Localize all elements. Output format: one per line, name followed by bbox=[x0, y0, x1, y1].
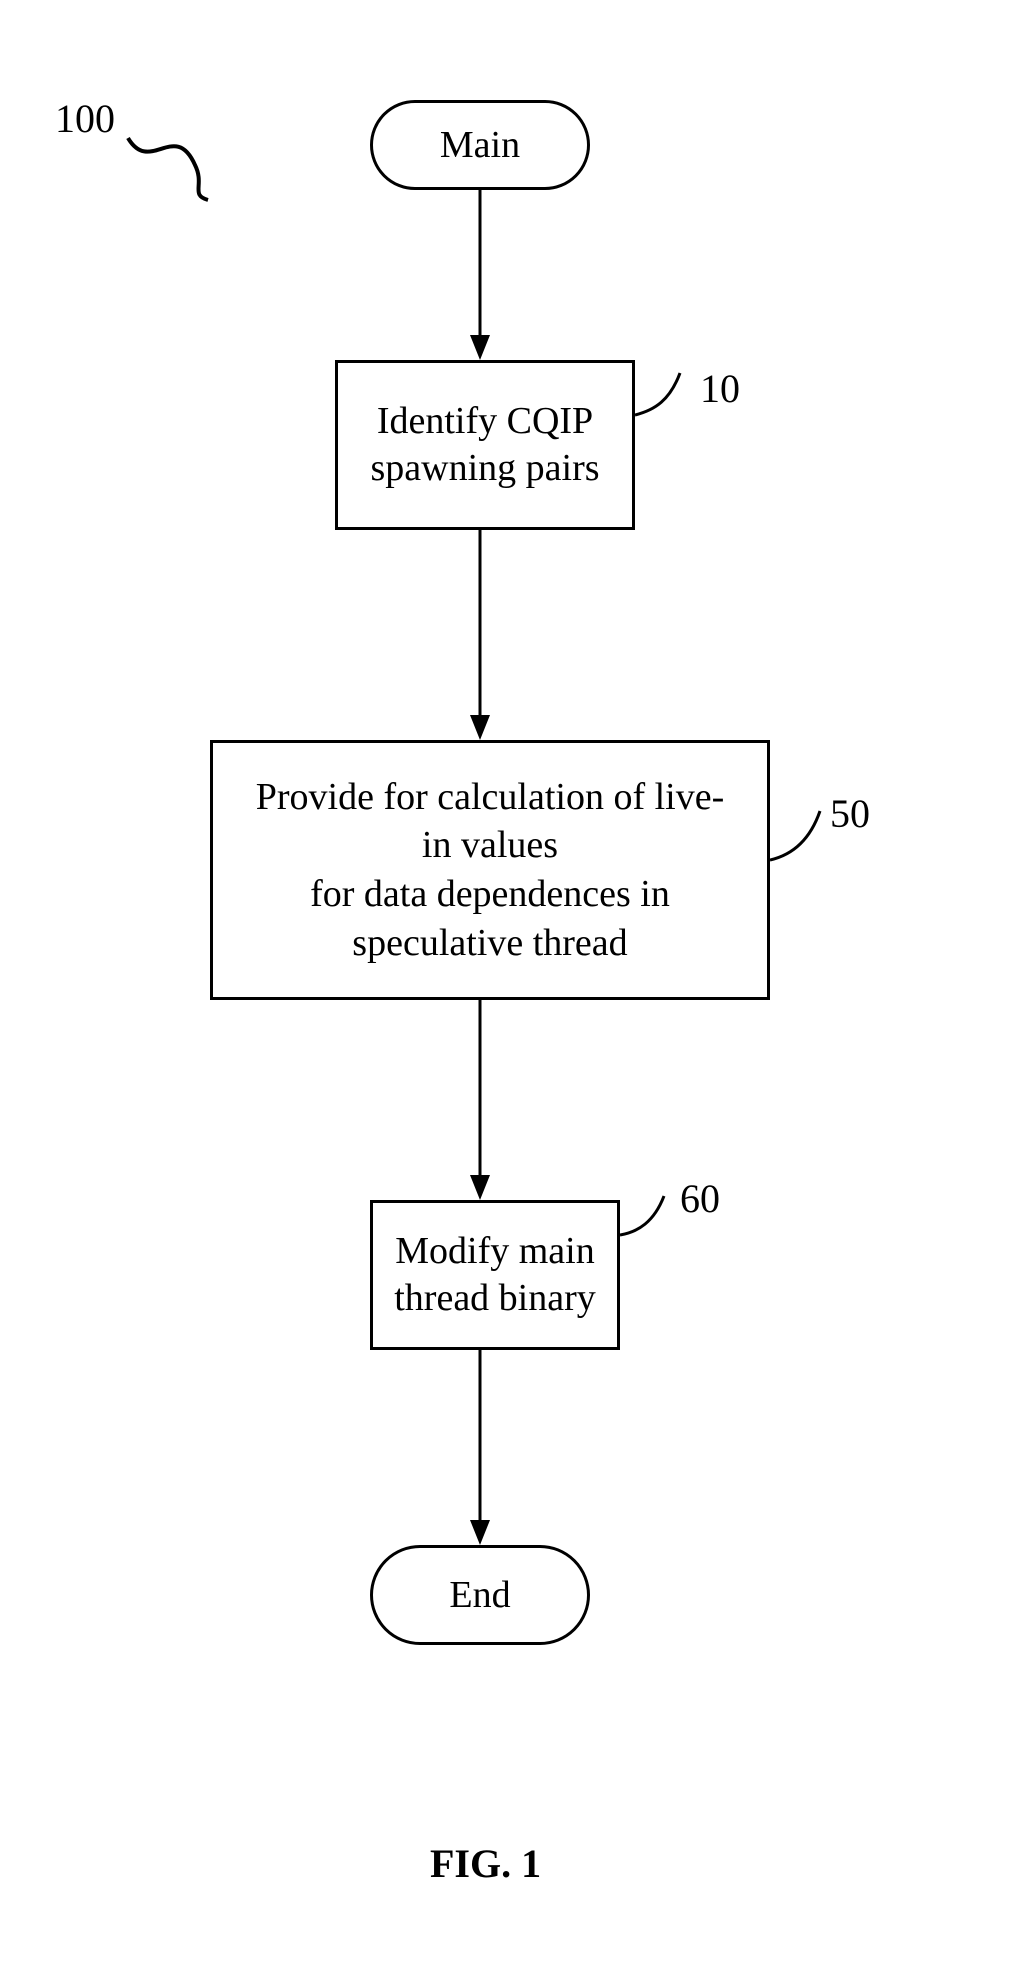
edge-modify-end bbox=[468, 1350, 492, 1545]
node-end: End bbox=[370, 1545, 590, 1645]
ref-label-10: 10 bbox=[700, 365, 740, 412]
edge-provide-modify bbox=[468, 1000, 492, 1200]
node-identify-text: Identify CQIP spawning pairs bbox=[370, 398, 599, 493]
squiggle-100 bbox=[120, 130, 220, 210]
node-provide-text: Provide for calculation of live- in valu… bbox=[256, 773, 725, 968]
edge-identify-provide bbox=[468, 530, 492, 740]
node-main: Main bbox=[370, 100, 590, 190]
node-modify-text: Modify main thread binary bbox=[394, 1228, 596, 1323]
ref-label-50: 50 bbox=[830, 790, 870, 837]
node-end-text: End bbox=[449, 1573, 510, 1617]
node-main-text: Main bbox=[440, 123, 520, 167]
node-provide: Provide for calculation of live- in valu… bbox=[210, 740, 770, 1000]
flowchart-canvas: 100 Main Identify CQIP spawning pairs 10… bbox=[0, 0, 1027, 1973]
node-modify: Modify main thread binary bbox=[370, 1200, 620, 1350]
ref-label-100: 100 bbox=[55, 95, 115, 142]
ref-hook-10 bbox=[635, 365, 705, 420]
figure-label: FIG. 1 bbox=[430, 1840, 541, 1887]
ref-hook-60 bbox=[620, 1190, 685, 1240]
ref-label-60: 60 bbox=[680, 1175, 720, 1222]
edge-main-identify bbox=[468, 190, 492, 360]
node-identify: Identify CQIP spawning pairs bbox=[335, 360, 635, 530]
